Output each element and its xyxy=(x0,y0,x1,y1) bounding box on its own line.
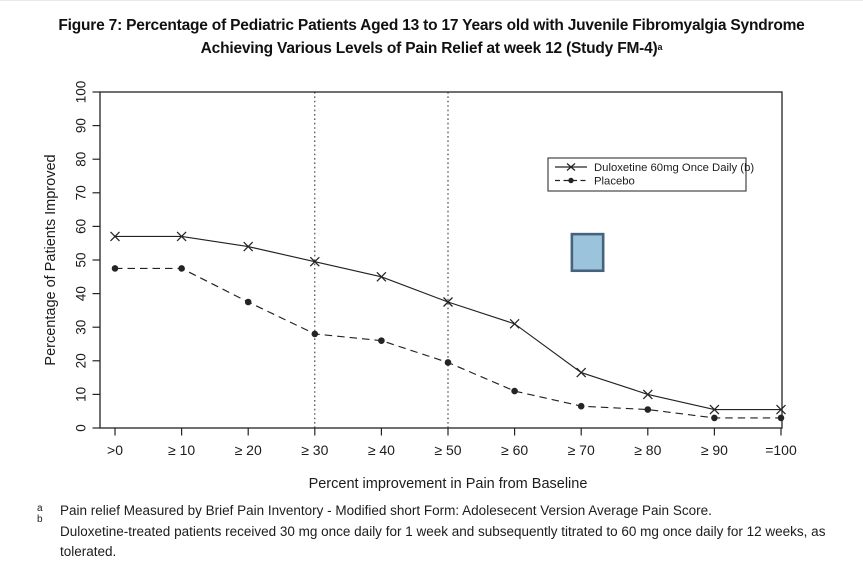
y-tick-label: 0 xyxy=(74,424,89,432)
x-tick-label: ≥ 50 xyxy=(434,442,461,458)
x-tick-label: ≥ 80 xyxy=(634,442,661,458)
figure-title-line1: Figure 7: Percentage of Pediatric Patien… xyxy=(58,17,805,34)
figure-title-line2: Achieving Various Levels of Pain Relief … xyxy=(200,40,663,57)
line-chart: 0 10 20 30 40 50 60 70 80 90 100 Percentage of Pati… xyxy=(43,81,797,492)
y-tick-label: 90 xyxy=(74,118,89,133)
y-tick-label: 40 xyxy=(74,286,89,301)
x-axis-title: Percent improvement in Pain from Baselin… xyxy=(309,476,588,492)
y-tick-label: 50 xyxy=(74,252,89,267)
x-tick-label: ≥ 10 xyxy=(168,442,195,458)
y-tick-label: 80 xyxy=(74,152,89,167)
footnote-a: Pain relief Measured by Brief Pain Inven… xyxy=(60,503,712,518)
figure-title: Figure 7: Percentage of Pediatric Patien… xyxy=(0,14,863,60)
y-tick-label: 100 xyxy=(74,81,89,104)
y-tick-label: 10 xyxy=(74,387,89,402)
legend: Duloxetine 60mg Once Daily (b)Placebo xyxy=(547,157,754,192)
duloxetine-series xyxy=(110,231,786,415)
x-tick-label: ≥ 30 xyxy=(301,442,328,458)
annotation-square xyxy=(570,232,605,273)
legend-label-placebo: Placebo xyxy=(594,175,635,187)
y-axis: 0 10 20 30 40 50 60 70 80 90 100 Percentage of Pati… xyxy=(43,81,100,432)
x-tick-label: =100 xyxy=(765,442,797,458)
footnote-marker-a: a xyxy=(37,503,43,514)
y-tick-label: 30 xyxy=(74,320,89,335)
plot-frame xyxy=(99,91,783,429)
y-tick-label: 70 xyxy=(74,185,89,200)
x-tick-label: ≥ 60 xyxy=(501,442,528,458)
legend-label-duloxetine: Duloxetine 60mg Once Daily (b) xyxy=(594,162,754,174)
y-tick-label: 20 xyxy=(74,353,89,368)
x-tick-label: ≥ 90 xyxy=(701,442,728,458)
x-tick-label: ≥ 70 xyxy=(568,442,595,458)
y-tick-label: 60 xyxy=(74,219,89,234)
footnote-marker-b: b xyxy=(37,514,43,525)
footnote-b: Duloxetine-treated patients received 30 … xyxy=(60,523,826,560)
placebo-series xyxy=(111,265,785,422)
x-tick-label: ≥ 20 xyxy=(235,442,262,458)
legend-box xyxy=(547,157,747,192)
x-tick-label: ≥ 40 xyxy=(368,442,395,458)
x-axis: >0 ≥ 10 ≥ 20 ≥ 30 ≥ 40 ≥ 50 ≥ 60 ≥ 70 ≥ 80 ≥ 90 =1… xyxy=(107,428,797,492)
title-footnote-marker: a xyxy=(657,42,663,52)
x-tick-label: >0 xyxy=(107,442,123,458)
y-axis-title: Percentage of Patients Improved xyxy=(43,154,59,365)
footnote-text: Pain relief Measured by Brief Pain Inven… xyxy=(60,501,852,563)
